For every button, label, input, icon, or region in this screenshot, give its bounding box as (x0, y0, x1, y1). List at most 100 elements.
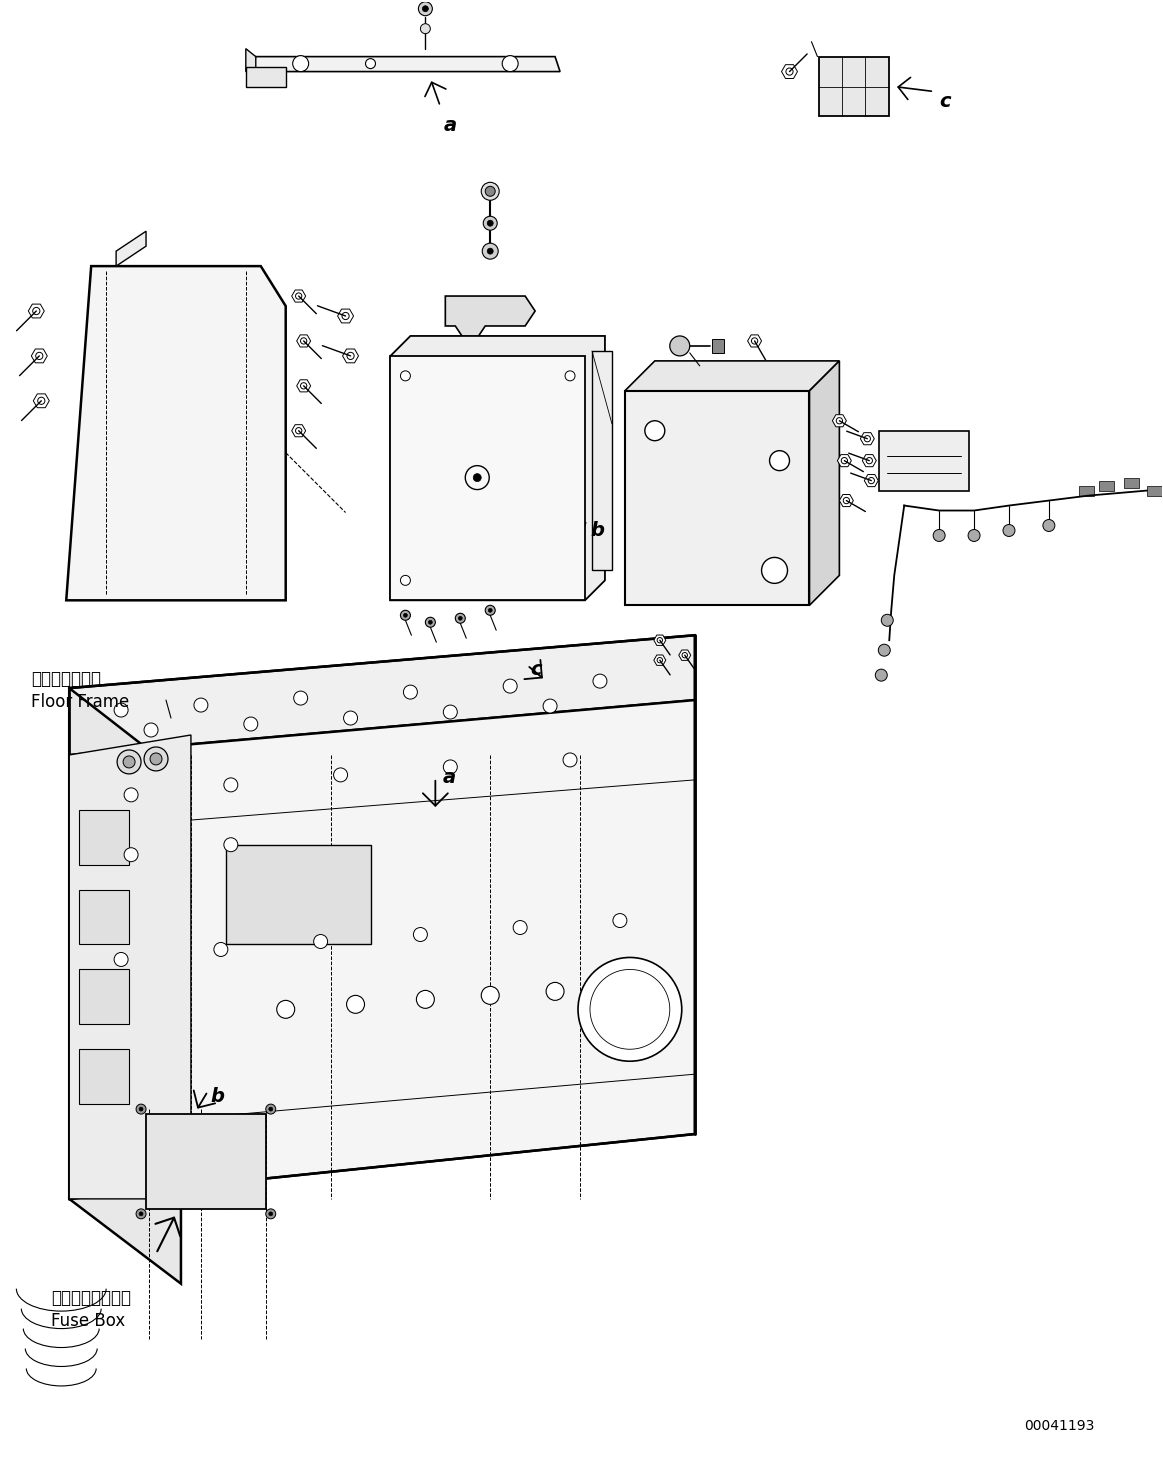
Polygon shape (251, 57, 561, 72)
Polygon shape (625, 361, 840, 391)
Circle shape (590, 969, 670, 1050)
Circle shape (473, 474, 481, 482)
Circle shape (365, 59, 376, 69)
Circle shape (404, 613, 407, 617)
Circle shape (443, 705, 457, 718)
Bar (1079, 485, 1093, 496)
Circle shape (513, 921, 527, 934)
Circle shape (413, 928, 427, 941)
Polygon shape (245, 66, 286, 86)
Polygon shape (292, 425, 306, 437)
Text: c: c (940, 91, 950, 110)
Text: c: c (530, 660, 542, 679)
Circle shape (269, 1212, 273, 1215)
Text: 00041193: 00041193 (1023, 1419, 1094, 1434)
Polygon shape (70, 701, 694, 1199)
Circle shape (481, 987, 499, 1004)
Circle shape (123, 756, 135, 768)
Bar (1147, 485, 1162, 496)
Circle shape (644, 421, 665, 441)
Circle shape (223, 837, 237, 852)
Circle shape (762, 557, 787, 583)
Circle shape (770, 450, 790, 471)
Bar (226, 844, 371, 944)
Circle shape (878, 644, 890, 657)
Polygon shape (654, 635, 665, 645)
Circle shape (114, 704, 128, 717)
Circle shape (144, 748, 167, 771)
Polygon shape (297, 380, 311, 391)
Bar (712, 339, 723, 353)
Polygon shape (70, 688, 181, 1284)
Circle shape (343, 711, 357, 726)
Bar (79, 890, 129, 944)
Polygon shape (833, 415, 847, 427)
Bar (79, 969, 129, 1025)
Circle shape (593, 674, 607, 688)
Polygon shape (31, 349, 48, 362)
Polygon shape (748, 334, 762, 347)
Circle shape (124, 787, 138, 802)
Polygon shape (840, 494, 854, 507)
Text: b: b (211, 1088, 224, 1107)
Circle shape (443, 759, 457, 774)
Polygon shape (34, 394, 49, 408)
Bar (1123, 478, 1139, 488)
Circle shape (124, 847, 138, 862)
Polygon shape (861, 432, 875, 444)
Circle shape (416, 991, 434, 1009)
Polygon shape (782, 65, 798, 79)
Text: b: b (590, 520, 604, 539)
Polygon shape (679, 649, 691, 660)
Circle shape (400, 610, 411, 620)
Circle shape (882, 614, 893, 626)
Circle shape (504, 679, 518, 693)
Circle shape (422, 6, 428, 12)
Polygon shape (66, 267, 286, 600)
Bar (592, 350, 612, 570)
Circle shape (347, 995, 364, 1013)
Bar (79, 809, 129, 865)
Circle shape (269, 1107, 273, 1111)
Circle shape (136, 1104, 147, 1114)
Bar (79, 1050, 129, 1104)
Polygon shape (625, 391, 809, 605)
Circle shape (670, 336, 690, 356)
Circle shape (400, 371, 411, 381)
Circle shape (484, 217, 498, 230)
Circle shape (483, 243, 498, 259)
Circle shape (1003, 525, 1015, 537)
Circle shape (404, 685, 418, 699)
Circle shape (293, 56, 308, 72)
Circle shape (455, 613, 465, 623)
Circle shape (487, 248, 493, 254)
Circle shape (277, 1000, 294, 1019)
Circle shape (420, 23, 430, 34)
Circle shape (426, 617, 435, 627)
Circle shape (117, 751, 141, 774)
Text: Floor Frame: Floor Frame (31, 693, 129, 711)
Polygon shape (28, 303, 44, 318)
Circle shape (294, 690, 308, 705)
Circle shape (334, 768, 348, 781)
Circle shape (419, 1, 433, 16)
Circle shape (543, 699, 557, 712)
Circle shape (140, 1212, 143, 1215)
Circle shape (150, 754, 162, 765)
Polygon shape (809, 361, 840, 605)
Circle shape (1043, 519, 1055, 532)
Circle shape (194, 698, 208, 712)
Circle shape (968, 529, 980, 541)
Text: フューズボックス: フューズボックス (51, 1289, 131, 1306)
Text: Fuse Box: Fuse Box (51, 1312, 126, 1330)
Circle shape (487, 220, 493, 226)
Bar (820, 57, 890, 116)
Circle shape (481, 182, 499, 201)
Bar (879, 431, 969, 491)
Circle shape (547, 982, 564, 1000)
Polygon shape (391, 336, 605, 600)
Text: フロアフレーム: フロアフレーム (31, 670, 101, 688)
Circle shape (266, 1209, 276, 1218)
Polygon shape (343, 349, 358, 362)
Circle shape (613, 913, 627, 928)
